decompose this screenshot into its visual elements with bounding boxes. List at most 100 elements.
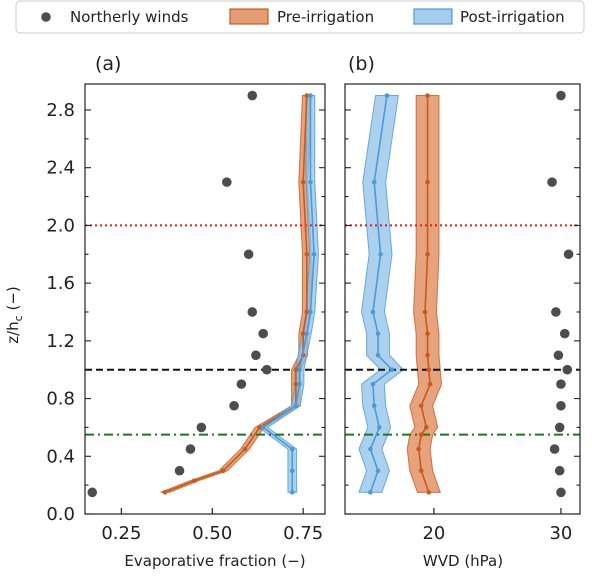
panel-b: (b) 20 30 WVD (hPa) [344,53,581,570]
post-irrigation-point [289,468,295,474]
northerly-winds-point [185,444,196,454]
post-irrigation-point [389,367,395,373]
northerly-winds-point [563,249,574,260]
pre-irrigation-point [418,468,424,474]
northerly-winds-point [229,400,239,411]
northerly-winds-point [262,364,272,375]
post-irrigation-point [297,381,302,387]
northerly-winds-point [222,177,232,187]
panel-b-bands [358,95,443,493]
northerly-winds-point [243,249,254,260]
pre-irrigation-line [417,95,431,493]
post-irrigation-band [358,95,405,493]
pre-irrigation-point [418,432,424,437]
x-tick-label: 30 [549,523,572,544]
panel-b-x-ticks: 20 30 [422,508,572,544]
post-irrigation-point [260,425,266,430]
pre-irrigation-point [293,367,299,373]
pre-irrigation-point [425,93,430,98]
panel-b-x-axis-label: WVD (hPa) [423,552,503,570]
y-tick-label: 0.0 [46,504,75,525]
legend-pre-label: Pre-irrigation [277,8,374,26]
pre-irrigation-point [257,425,262,430]
northerly-winds-point [553,350,564,361]
legend-northerly-marker [41,12,51,22]
northerly-winds-point [556,487,566,498]
post-irrigation-point [370,309,376,315]
x-tick-label: 20 [422,523,445,544]
pre-irrigation-point [426,367,432,373]
post-irrigation-point [376,425,382,430]
northerly-winds-point [258,328,268,339]
northerly-winds-point [247,90,258,101]
pre-irrigation-point [425,331,430,336]
northerly-winds-point [554,422,565,433]
x-tick-label: 0.50 [192,523,232,544]
panel-b-y-ticks [345,109,580,515]
pre-irrigation-point [425,352,430,358]
panel-b-label: (b) [348,53,375,75]
northerly-winds-point [551,307,561,317]
post-irrigation-band [257,95,319,493]
panel-a-reference-lines [85,224,325,436]
panel-b-reference-lines [345,224,580,436]
panel-a-x-axis-label: Evaporative fraction (−) [124,552,305,570]
pre-irrigation-point [304,251,310,257]
y-tick-label: 1.6 [46,273,75,294]
panel-a-y-axis-label: z/hc (−) [4,286,25,344]
post-irrigation-point [289,446,295,452]
pre-irrigation-band [160,95,312,493]
pre-irrigation-point [220,468,226,474]
pre-irrigation-point [425,179,430,185]
y-tick-label: 1.2 [46,331,75,352]
pre-irrigation-point [242,446,248,452]
pre-irrigation-point [416,446,421,452]
post-irrigation-point [371,403,377,409]
post-irrigation-point [308,309,313,315]
post-irrigation-point [368,446,373,452]
northerly-winds-point [236,379,247,389]
post-irrigation-point [297,367,302,373]
panel-b-points [547,90,574,498]
northerly-winds-point [559,328,570,339]
post-irrigation-point [368,490,373,495]
northerly-winds-point [174,465,185,476]
legend-post-label: Post-irrigation [460,8,565,26]
post-irrigation-point [375,331,381,336]
post-irrigation-point [289,490,295,495]
pre-irrigation-point [422,309,428,315]
panel-b-lines [368,93,433,495]
y-tick-label: 0.8 [46,389,75,410]
northerly-winds-point [549,444,560,454]
northerly-winds-point [554,465,565,476]
pre-irrigation-point [426,490,432,495]
post-irrigation-point [375,468,381,474]
panel-a-x-ticks: 0.25 0.50 0.75 [101,508,323,544]
pre-irrigation-point [304,93,310,98]
post-irrigation-point [371,179,377,185]
post-irrigation-point [308,179,313,185]
northerly-winds-point [547,177,557,187]
panel-a-bands [160,95,319,493]
panel-a-label: (a) [95,53,121,75]
post-irrigation-point [311,251,317,257]
northerly-winds-point [556,400,566,411]
legend-pre-swatch [229,8,269,25]
post-irrigation-line [261,95,315,493]
panel-a-frame [84,83,326,515]
x-tick-label: 0.75 [283,523,323,544]
pre-irrigation-point [300,179,306,185]
northerly-winds-point [556,90,566,101]
northerly-winds-point [251,350,261,361]
pre-irrigation-point [427,381,433,387]
panel-b-frame [344,83,581,515]
northerly-winds-point [247,307,258,317]
pre-irrigation-band [406,95,443,493]
legend-northerly-label: Northerly winds [70,8,189,26]
panel-a-lines [162,93,317,495]
panel-a: (a) 0.25 0.50 0.75 0.0 0.4 0.8 1.2 1.6 2.0 2.4 2.… [4,53,326,570]
y-tick-label: 2.8 [46,100,75,121]
northerly-winds-point [196,422,207,433]
pre-irrigation-point [300,331,306,336]
